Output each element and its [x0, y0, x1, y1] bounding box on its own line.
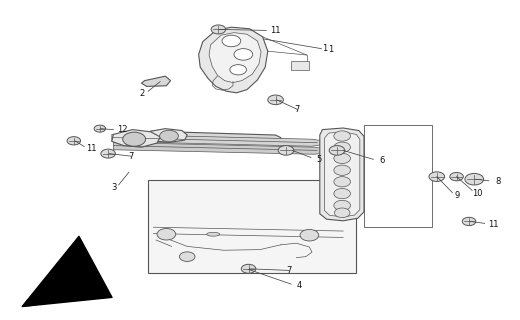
Text: 2: 2: [140, 89, 145, 98]
Circle shape: [222, 35, 241, 47]
Polygon shape: [199, 27, 268, 93]
Text: 3: 3: [112, 183, 117, 192]
Text: 1: 1: [322, 44, 328, 53]
Bar: [148, 180, 356, 273]
Circle shape: [67, 137, 81, 145]
Text: 7: 7: [286, 266, 291, 275]
Circle shape: [465, 173, 484, 185]
Text: 1: 1: [328, 45, 333, 54]
Text: 10: 10: [472, 188, 483, 197]
Text: 7: 7: [128, 152, 134, 161]
Text: 8: 8: [495, 177, 501, 186]
Circle shape: [160, 130, 178, 142]
Circle shape: [268, 95, 283, 105]
Circle shape: [94, 125, 106, 132]
Circle shape: [334, 165, 350, 175]
Circle shape: [334, 200, 350, 211]
Polygon shape: [145, 131, 281, 142]
Circle shape: [179, 252, 195, 261]
Text: 11: 11: [489, 220, 499, 228]
Circle shape: [334, 142, 350, 152]
Circle shape: [123, 132, 146, 146]
Circle shape: [241, 264, 256, 273]
Circle shape: [329, 146, 345, 155]
Circle shape: [450, 172, 463, 181]
Circle shape: [101, 149, 115, 158]
Circle shape: [334, 153, 350, 164]
Text: 9: 9: [454, 191, 460, 200]
Polygon shape: [112, 134, 322, 146]
Circle shape: [334, 131, 350, 141]
Text: 11: 11: [270, 26, 281, 35]
Circle shape: [278, 146, 294, 155]
Text: FR.: FR.: [52, 291, 71, 301]
Circle shape: [334, 208, 350, 218]
Text: 6: 6: [379, 156, 384, 165]
Circle shape: [334, 177, 350, 187]
Text: 11: 11: [86, 144, 96, 153]
Circle shape: [334, 188, 350, 199]
Text: 4: 4: [297, 281, 302, 290]
Polygon shape: [324, 132, 360, 217]
Polygon shape: [148, 129, 187, 142]
Polygon shape: [141, 76, 171, 86]
Polygon shape: [320, 128, 364, 221]
Text: 5: 5: [316, 155, 321, 164]
Ellipse shape: [207, 232, 219, 236]
Circle shape: [300, 229, 319, 241]
Circle shape: [211, 25, 226, 34]
Polygon shape: [112, 130, 160, 147]
Circle shape: [462, 217, 476, 226]
Circle shape: [429, 172, 445, 181]
Circle shape: [230, 65, 246, 75]
Polygon shape: [291, 61, 309, 70]
Text: 12: 12: [118, 125, 128, 134]
Polygon shape: [113, 142, 325, 154]
Circle shape: [157, 228, 176, 240]
Circle shape: [234, 49, 253, 60]
Text: 7: 7: [295, 105, 300, 114]
Polygon shape: [209, 33, 261, 83]
